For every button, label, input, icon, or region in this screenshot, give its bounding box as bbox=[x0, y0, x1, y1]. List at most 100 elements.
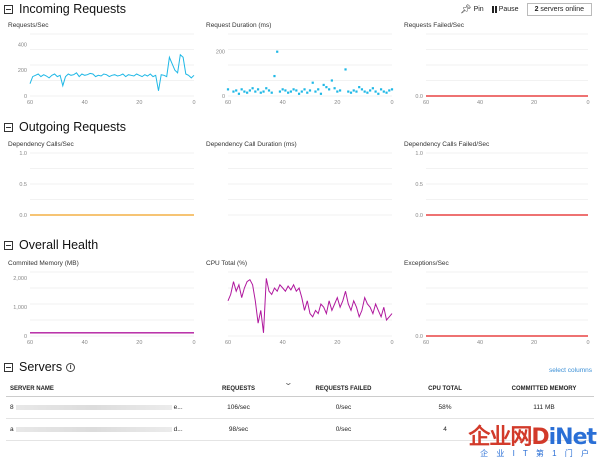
select-columns-link[interactable]: select columns bbox=[549, 367, 592, 374]
data-point bbox=[328, 88, 331, 91]
data-point bbox=[300, 90, 303, 93]
collapse-servers-icon[interactable] bbox=[4, 362, 13, 372]
table-row[interactable]: a d... 98/sec 0/sec 4 bbox=[6, 418, 594, 441]
info-icon[interactable]: i bbox=[66, 362, 76, 372]
data-point bbox=[322, 83, 325, 87]
data-point bbox=[232, 90, 235, 93]
chart-committed-memory: Commited Memory (MB) 0 1,000 2,000 60 40 20 0 bbox=[8, 260, 198, 346]
data-point bbox=[317, 88, 320, 91]
chart-svg bbox=[228, 152, 392, 216]
gridlines bbox=[30, 152, 194, 216]
committed-memory-cell bbox=[494, 418, 594, 441]
server-name-start: 8 bbox=[10, 403, 14, 411]
column-header-committed-memory[interactable]: COMMITTED MEMORY bbox=[494, 382, 594, 397]
table-row[interactable]: 8 e... 106/sec 0/sec 58% 111 MB bbox=[6, 396, 594, 419]
servers-table: SERVER NAME REQUESTS REQUESTS FAILED CPU… bbox=[6, 382, 594, 441]
x-tick-label: 20 bbox=[531, 100, 537, 106]
data-point bbox=[284, 89, 287, 92]
chart-svg: 0.060 40 20 0 bbox=[415, 271, 590, 346]
section-title-servers: Servers bbox=[19, 360, 63, 374]
server-name-start: a bbox=[10, 425, 14, 433]
y-tick-label: 400 bbox=[18, 42, 27, 48]
collapse-outgoing-icon[interactable] bbox=[4, 122, 13, 132]
column-header-cpu-total[interactable]: CPU TOTAL bbox=[396, 382, 494, 397]
gridlines bbox=[228, 152, 392, 216]
requests-cell: 106/sec bbox=[186, 396, 291, 419]
data-point bbox=[379, 88, 383, 91]
data-point bbox=[292, 88, 295, 91]
data-point bbox=[262, 90, 265, 93]
y-tick-label: 1.0 bbox=[19, 151, 27, 157]
chart-dependency-failed: Dependency Calls Failed/Sec 0.0 0.5 1.0 bbox=[404, 141, 592, 225]
server-name-cell: 8 e... bbox=[6, 396, 186, 419]
x-tick-label: 20 bbox=[136, 340, 142, 346]
data-point bbox=[243, 90, 246, 93]
data-point bbox=[251, 87, 254, 90]
pin-icon: 📌︎ bbox=[460, 4, 472, 14]
gridlines bbox=[426, 271, 588, 337]
data-point bbox=[276, 50, 279, 53]
y-tick-label: 200 bbox=[216, 50, 225, 56]
pause-icon bbox=[491, 6, 497, 13]
data-point bbox=[352, 89, 355, 92]
chart-svg: 0.060 40 20 0 bbox=[415, 33, 590, 106]
pin-button[interactable]: 📌︎ Pin bbox=[460, 4, 484, 15]
column-header-requests[interactable]: REQUESTS bbox=[186, 382, 291, 397]
data-point bbox=[267, 89, 271, 92]
chart-dependency-duration: Dependency Call Duration (ms) bbox=[206, 141, 396, 225]
x-tick-label: 0 bbox=[390, 100, 393, 106]
x-tick-label: 40 bbox=[280, 100, 286, 106]
data-point bbox=[246, 91, 249, 94]
data-point bbox=[366, 91, 369, 94]
chart-exceptions-sec: Exceptions/Sec 0.0 60 40 20 0 bbox=[404, 260, 592, 346]
data-point bbox=[360, 88, 364, 91]
chart-title: Requests/Sec bbox=[8, 22, 49, 29]
data-point bbox=[390, 88, 394, 91]
x-tick-label: 60 bbox=[27, 100, 33, 106]
section-servers: Servers i bbox=[4, 358, 76, 376]
redacted-name bbox=[15, 426, 172, 432]
servers-online-button[interactable]: 2 servers online bbox=[526, 3, 592, 16]
y-tick-label: 0.5 bbox=[415, 182, 423, 188]
y-tick-label: 0.0 bbox=[415, 334, 423, 340]
y-tick-label: 1.0 bbox=[415, 151, 423, 157]
chart-requests-sec: Requests/Sec 0 200 400 60 40 20 0 bbox=[8, 22, 198, 106]
server-name-cell: a d... bbox=[6, 418, 186, 441]
data-point bbox=[240, 88, 243, 91]
data-point bbox=[289, 90, 292, 93]
chart-title: CPU Total (%) bbox=[206, 260, 248, 267]
x-tick-label: 0 bbox=[192, 100, 195, 106]
redacted-name bbox=[15, 404, 172, 410]
x-tick-label: 0 bbox=[586, 100, 589, 106]
data-point bbox=[303, 88, 306, 91]
requests-failed-cell: 0/sec bbox=[291, 418, 396, 441]
chart-cpu-total: CPU Total (%) 60 40 20 0 bbox=[206, 260, 396, 346]
data-point bbox=[371, 87, 374, 90]
data-point bbox=[235, 89, 238, 92]
y-tick-label: 0 bbox=[24, 334, 27, 340]
gridlines bbox=[30, 271, 194, 337]
data-point bbox=[349, 91, 353, 94]
data-point bbox=[325, 86, 328, 89]
column-header-requests-failed[interactable]: REQUESTS FAILED bbox=[291, 382, 396, 397]
chart-title: Commited Memory (MB) bbox=[8, 260, 79, 267]
column-header-server-name[interactable]: SERVER NAME bbox=[6, 382, 186, 397]
chart-title: Dependency Calls/Sec bbox=[8, 141, 74, 148]
collapse-health-icon[interactable] bbox=[4, 240, 13, 250]
y-tick-label: 200 bbox=[18, 68, 27, 74]
x-tick-label: 60 bbox=[423, 340, 429, 346]
data-point bbox=[338, 89, 342, 92]
data-point bbox=[377, 92, 380, 95]
data-point bbox=[358, 86, 361, 89]
collapse-incoming-icon[interactable] bbox=[4, 4, 13, 14]
y-tick-label: 0 bbox=[24, 94, 27, 100]
requests-cell: 98/sec bbox=[186, 418, 291, 441]
y-tick-label: 2,000 bbox=[13, 276, 27, 282]
data-point bbox=[333, 87, 336, 90]
data-point bbox=[385, 91, 388, 94]
data-point bbox=[319, 92, 323, 95]
pause-button[interactable]: Pause bbox=[491, 6, 519, 13]
data-point bbox=[273, 74, 276, 78]
data-point bbox=[388, 89, 391, 92]
